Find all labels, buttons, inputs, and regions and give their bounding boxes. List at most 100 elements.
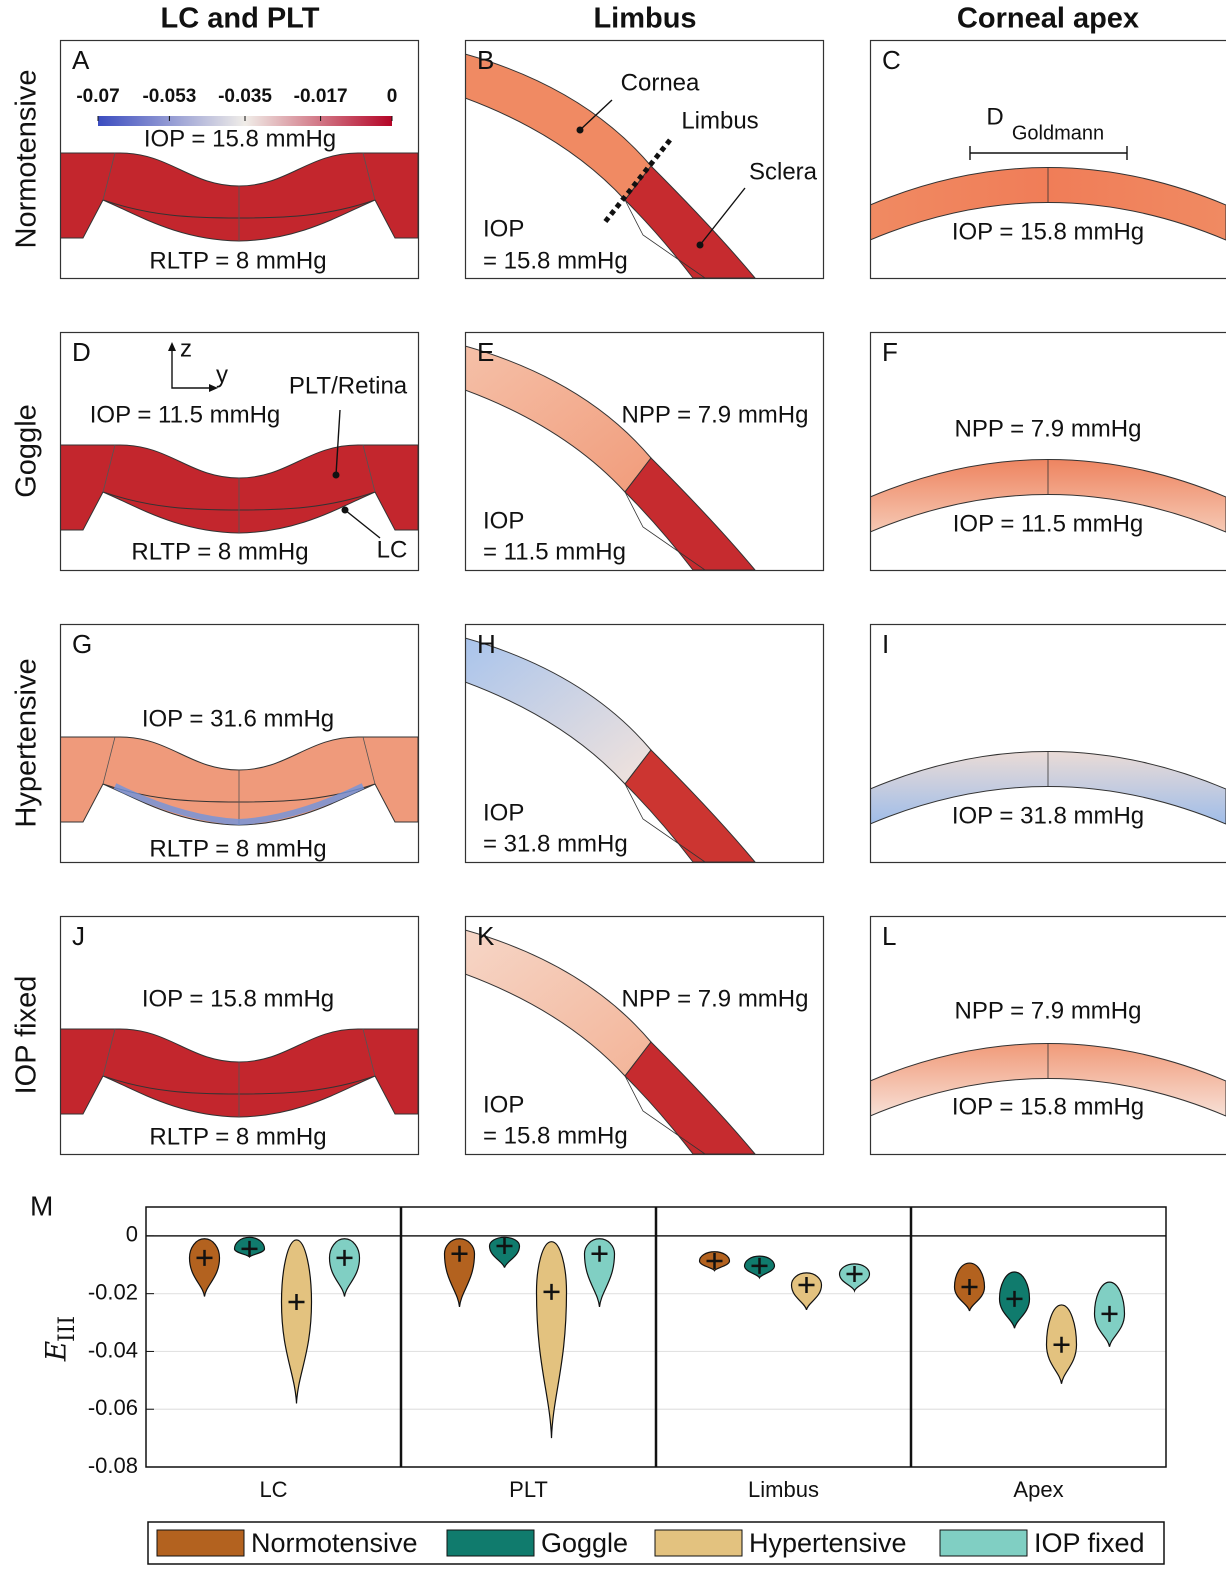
panel-letter: B (477, 45, 494, 75)
panel-letter: F (882, 337, 898, 367)
violin (190, 1239, 220, 1297)
y-tick-label: -0.06 (88, 1395, 138, 1420)
panel (60, 41, 419, 279)
panel-letter: K (477, 921, 495, 951)
y-tick-label: -0.08 (88, 1453, 138, 1478)
annotation: IOP = 31.8 mmHg (952, 802, 1144, 829)
annotation: IOP = 11.5 mmHg (90, 401, 281, 428)
panel-letter: L (882, 921, 896, 951)
violin (330, 1239, 360, 1297)
annotation: RLTP = 8 mmHg (149, 247, 326, 274)
annotation: = 15.8 mmHg (483, 247, 628, 274)
pointer-dot (697, 242, 704, 249)
annotation: Limbus (681, 107, 758, 134)
legend-swatch (447, 1530, 534, 1556)
panel (60, 625, 419, 863)
annotation: IOP (483, 799, 524, 826)
y-tick-label: -0.02 (88, 1279, 138, 1304)
row-label: IOP fixed (11, 976, 43, 1095)
annotation: PLT/Retina (289, 372, 408, 399)
annotation: = 11.5 mmHg (483, 538, 626, 565)
annotation: IOP = 15.8 mmHg (952, 1093, 1144, 1120)
annotation: y (216, 361, 228, 388)
y-tick-label: -0.04 (88, 1337, 138, 1362)
x-tick-label: Apex (1013, 1477, 1063, 1502)
legend-swatch (655, 1530, 742, 1556)
panel (60, 333, 419, 571)
panel (465, 625, 824, 863)
pointer-dot (333, 472, 340, 479)
x-tick-label: LC (259, 1477, 287, 1502)
violin-chart: 0 -0.02 -0.04 -0.06 -0.08 LC PLT Limbus Apex M EII… (30, 1190, 1166, 1564)
panel (60, 917, 419, 1155)
x-tick-label: Limbus (748, 1477, 819, 1502)
panel-letter: E (477, 337, 494, 367)
annotation: z (180, 335, 192, 362)
colorbar-tick-label: -0.07 (76, 86, 119, 107)
figure: LC and PLTLimbusCorneal apexNormotensive… (0, 0, 1226, 1566)
annotation: NPP = 7.9 mmHg (955, 415, 1142, 442)
annotation: RLTP = 8 mmHg (131, 538, 308, 565)
annotation: D (986, 103, 1003, 130)
annotation: = 15.8 mmHg (483, 1122, 628, 1149)
violin (282, 1240, 312, 1404)
sclera (625, 1042, 755, 1154)
annotation: IOP = 15.8 mmHg (142, 985, 334, 1012)
panel-letter: J (72, 921, 85, 951)
annotation: Goldmann (1012, 122, 1104, 144)
panel-content (60, 153, 418, 241)
pointer-dot (342, 507, 349, 514)
legend-swatch (940, 1530, 1027, 1556)
y-label-sub: III (55, 1316, 80, 1342)
legend-label: Hypertensive (749, 1528, 907, 1558)
row-label: Hypertensive (11, 658, 43, 827)
column-header: LC and PLT (161, 3, 320, 35)
annotation: Cornea (621, 69, 700, 96)
scale (970, 146, 1127, 160)
annotation: IOP (483, 215, 524, 242)
annotation: RLTP = 8 mmHg (149, 1123, 326, 1150)
panel-content (60, 1029, 418, 1117)
y-tick-label: 0 (126, 1222, 138, 1247)
colorbar-tick-label: -0.035 (218, 86, 272, 107)
panel-content (465, 930, 755, 1154)
panel-content (465, 346, 755, 570)
colorbar-tick-label: 0 (387, 86, 398, 107)
legend-label: Goggle (541, 1528, 628, 1558)
panel-content (465, 638, 755, 862)
annotation: Sclera (749, 158, 818, 185)
row-label: Goggle (11, 404, 43, 498)
pointer (700, 188, 745, 245)
annotation: NPP = 7.9 mmHg (622, 985, 809, 1012)
panel-letter: G (72, 629, 92, 659)
legend-label: IOP fixed (1034, 1528, 1145, 1558)
sclera (625, 458, 755, 570)
column-header: Limbus (593, 3, 696, 35)
panel-content (60, 445, 418, 533)
arrow (168, 342, 218, 392)
pointer-dot (577, 127, 584, 134)
cornea (465, 638, 651, 784)
annotation: LC (377, 536, 408, 563)
panel-letter: A (72, 45, 90, 75)
pointer (345, 510, 380, 538)
x-tick-label: PLT (509, 1477, 548, 1502)
colorbar-tick-label: -0.017 (294, 86, 348, 107)
legend-swatch (157, 1530, 244, 1556)
annotation: IOP = 15.8 mmHg (952, 218, 1144, 245)
annotation: NPP = 7.9 mmHg (955, 997, 1142, 1024)
annotation: IOP (483, 1091, 524, 1118)
panel-letter: H (477, 629, 496, 659)
annotation: NPP = 7.9 mmHg (622, 401, 809, 428)
sclera (625, 750, 755, 862)
annotation: = 31.8 mmHg (483, 830, 628, 857)
annotation: RLTP = 8 mmHg (149, 835, 326, 862)
panel (465, 333, 824, 571)
panel-letter: M (30, 1190, 53, 1221)
annotation: IOP = 15.8 mmHg (144, 125, 336, 152)
row-label: Normotensive (11, 70, 43, 249)
y-label-main: E (40, 1341, 73, 1362)
annotation: IOP = 31.6 mmHg (142, 705, 334, 732)
